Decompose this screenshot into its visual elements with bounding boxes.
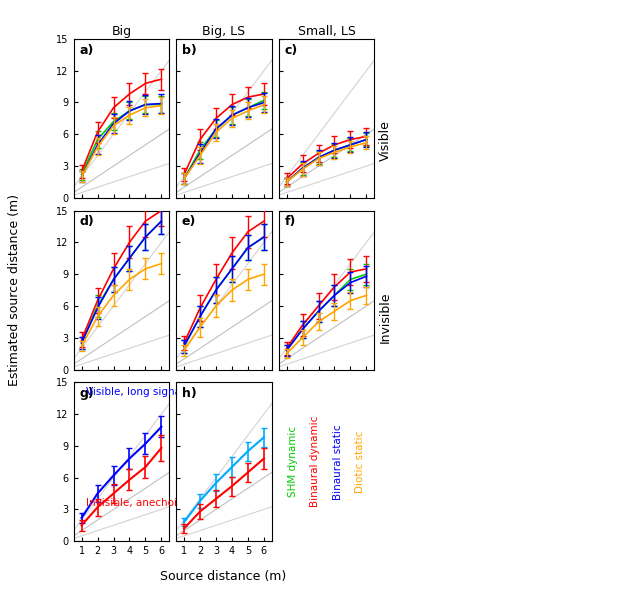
Text: Visible, long signal: Visible, long signal (86, 387, 184, 397)
Title: Big: Big (111, 25, 132, 38)
Text: Visible: Visible (379, 120, 392, 161)
Text: e): e) (182, 215, 196, 228)
Title: Big, LS: Big, LS (202, 25, 246, 38)
Text: Invisible, anechoic: Invisible, anechoic (86, 498, 183, 508)
Text: Invisible: Invisible (379, 291, 392, 343)
Text: h): h) (182, 387, 196, 400)
Text: Diotic static: Diotic static (355, 431, 365, 493)
Text: Binaural dynamic: Binaural dynamic (310, 416, 320, 507)
Text: Binaural static: Binaural static (333, 424, 343, 499)
Text: d): d) (79, 215, 94, 228)
Text: f): f) (284, 215, 296, 228)
Title: Small, LS: Small, LS (298, 25, 355, 38)
Text: b): b) (182, 44, 196, 57)
Text: c): c) (284, 44, 298, 57)
Text: g): g) (79, 387, 94, 400)
Text: Source distance (m): Source distance (m) (159, 570, 286, 583)
Text: Estimated source distance (m): Estimated source distance (m) (8, 194, 20, 386)
Text: SHM dynamic: SHM dynamic (288, 426, 298, 498)
Text: a): a) (79, 44, 93, 57)
